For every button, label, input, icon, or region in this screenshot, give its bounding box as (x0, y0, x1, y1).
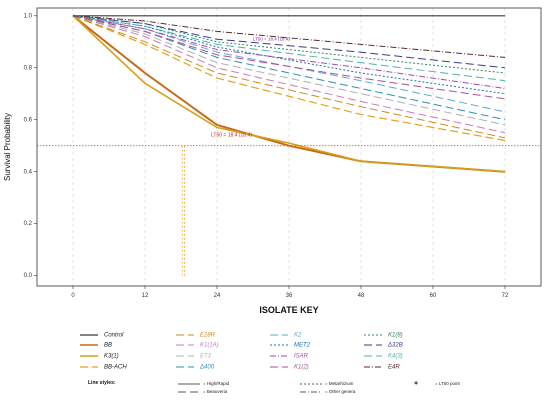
legend: Control BB K3(1) BB-ACH E28R K1(1A) E73 Δ400 K2 M… (80, 333, 403, 371)
x-tick-label: 0 (71, 293, 75, 299)
grid (72, 8, 506, 286)
x-tick-label: 36 (286, 293, 293, 299)
legend-entry: ISAR (294, 354, 309, 360)
series-line (72, 15, 506, 58)
legend-entry: BB (104, 343, 112, 349)
star-icon: ✶ (413, 380, 419, 388)
series-line (72, 15, 506, 82)
x-axis-label: ISOLATE KEY (259, 305, 318, 315)
legend-entry: BB-ACH (104, 365, 127, 371)
line-style-label: = Other genera (325, 389, 356, 394)
y-tick-label: 0.6 (24, 117, 33, 123)
series-line (72, 15, 506, 139)
legend-entry: K4(3) (388, 354, 403, 360)
line-style-label: = High/Rapid (203, 381, 230, 386)
line-styles-key: Line styles: = High/Rapid = Beauveria = Met… (88, 380, 461, 395)
y-tick-label: 0.8 (24, 65, 33, 71)
y-tick-label: 0.4 (24, 169, 33, 175)
series-lines (72, 15, 506, 173)
legend-entry: E28R (200, 333, 216, 339)
series-line (72, 15, 506, 142)
x-tick-label: 72 (502, 293, 509, 299)
legend-entry: K1(2) (294, 365, 309, 371)
legend-entry: MET2 (294, 343, 311, 349)
legend-entry: Δ400 (199, 365, 215, 371)
annotations: LT50 = 18.4 (18.4) LT50 = 18.4 (18.4) (37, 36, 541, 276)
legend-entry: Control (104, 333, 124, 339)
lt50-label: LT50 = 18.4 (18.4) (211, 133, 252, 139)
line-styles-title: Line styles: (88, 380, 116, 386)
x-tick-label: 12 (142, 293, 149, 299)
y-tick-label: 1.0 (24, 13, 33, 19)
axis-ticks: 0 12 24 36 48 60 72 0.0 0.2 0.4 0.6 0.8 1.0 (24, 13, 509, 299)
series-line (72, 15, 506, 173)
legend-entry: E73 (200, 354, 211, 360)
upper-series-label: LT50 = 18.4 (18.4) (253, 36, 290, 41)
series-line (72, 15, 506, 134)
legend-entry: K1(1A) (200, 343, 219, 349)
line-style-label: = Beauveria (203, 389, 228, 394)
y-tick-label: 0.0 (24, 273, 33, 279)
series-line (72, 15, 506, 100)
legend-entry: E4R (388, 365, 400, 371)
y-axis-label: Survival Probability (3, 113, 12, 181)
legend-entry: K2 (294, 333, 302, 339)
series-line (72, 15, 506, 126)
x-tick-label: 60 (430, 293, 437, 299)
legend-entry: K3(1) (104, 354, 119, 360)
y-tick-label: 0.2 (24, 221, 33, 227)
x-tick-label: 48 (358, 293, 365, 299)
x-tick-label: 24 (214, 293, 221, 299)
line-style-label: = LT50 point (435, 381, 461, 386)
series-line (72, 15, 506, 89)
line-style-label: = Metarhizium (325, 381, 354, 386)
legend-entry: K1(8) (388, 333, 403, 339)
legend-entry: Δ32B (387, 343, 403, 349)
series-line (72, 15, 506, 69)
